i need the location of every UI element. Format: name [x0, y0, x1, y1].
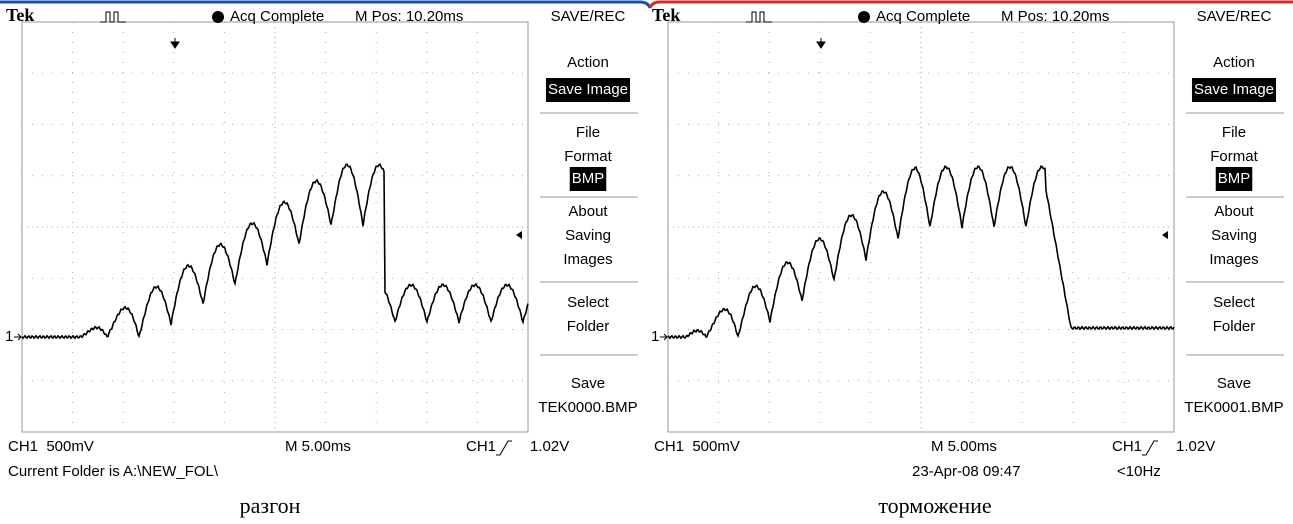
menu-value[interactable]: Save Image [548, 81, 628, 98]
acq-status: Acq Complete [230, 8, 324, 25]
acq-dot [858, 11, 870, 23]
menu-value[interactable]: Save Image [1194, 81, 1274, 98]
menu-label: Save [571, 375, 605, 392]
trigger-source: CH1 [1112, 438, 1142, 455]
channel-marker: 1 [5, 328, 13, 345]
trigger-level-marker [516, 231, 522, 239]
menu-label: Format [564, 148, 612, 165]
menu-label: Select [1213, 294, 1256, 311]
menu-label: Saving [565, 227, 611, 244]
brand: Tek [652, 5, 680, 25]
menu-title: SAVE/REC [1197, 8, 1272, 25]
trigger-position-marker [171, 38, 179, 48]
trigger-slope [496, 441, 512, 455]
brand: Tek [6, 5, 34, 25]
acq-icon [100, 12, 126, 22]
timebase: M 5.00ms [931, 438, 997, 455]
position: M Pos: 10.20ms [355, 8, 463, 25]
caption: разгон [240, 493, 301, 518]
menu-label: Select [567, 294, 610, 311]
status-message: <10Hz [1117, 463, 1161, 480]
position: M Pos: 10.20ms [1001, 8, 1109, 25]
trigger-level-marker [1162, 231, 1168, 239]
acq-status: Acq Complete [876, 8, 970, 25]
timebase: M 5.00ms [285, 438, 351, 455]
trigger-source: CH1 [466, 438, 496, 455]
menu-value[interactable]: BMP [572, 170, 605, 187]
menu-label: Folder [1213, 318, 1256, 335]
menu-label: Saving [1211, 227, 1257, 244]
menu-label: Action [567, 54, 609, 71]
screenshot: 1 Tek Acq Complete M Pos: 10.20ms SAVE/REC Ac… [0, 0, 1293, 524]
acq-dot [212, 11, 224, 23]
menu-label: File [576, 124, 600, 141]
channel-arrow [660, 334, 667, 340]
status-message: 23-Apr-08 09:47 [912, 463, 1020, 480]
menu-label: Images [563, 251, 612, 268]
acq-icon [746, 12, 772, 22]
trigger-slope [1142, 441, 1158, 455]
menu-value[interactable]: TEK0001.BMP [1184, 399, 1283, 416]
menu-label: Save [1217, 375, 1251, 392]
status-message: Current Folder is A:\NEW_FOL\ [8, 463, 219, 480]
menu-label: Action [1213, 54, 1255, 71]
channel-marker: 1 [651, 328, 659, 345]
menu-label: Format [1210, 148, 1258, 165]
menu-label: About [1214, 203, 1254, 220]
menu-label: Images [1209, 251, 1258, 268]
channel-arrow [14, 334, 21, 340]
caption: торможение [878, 493, 991, 518]
menu-label: Folder [567, 318, 610, 335]
channel-scale: CH1 500mV [8, 438, 94, 455]
menu-value[interactable]: BMP [1218, 170, 1251, 187]
menu-label: About [568, 203, 608, 220]
menu-label: File [1222, 124, 1246, 141]
trigger-level: 1.02V [530, 438, 569, 455]
menu-value[interactable]: TEK0000.BMP [538, 399, 637, 416]
menu-title: SAVE/REC [551, 8, 626, 25]
channel-scale: CH1 500mV [654, 438, 740, 455]
trigger-position-marker [817, 38, 825, 48]
trigger-level: 1.02V [1176, 438, 1215, 455]
